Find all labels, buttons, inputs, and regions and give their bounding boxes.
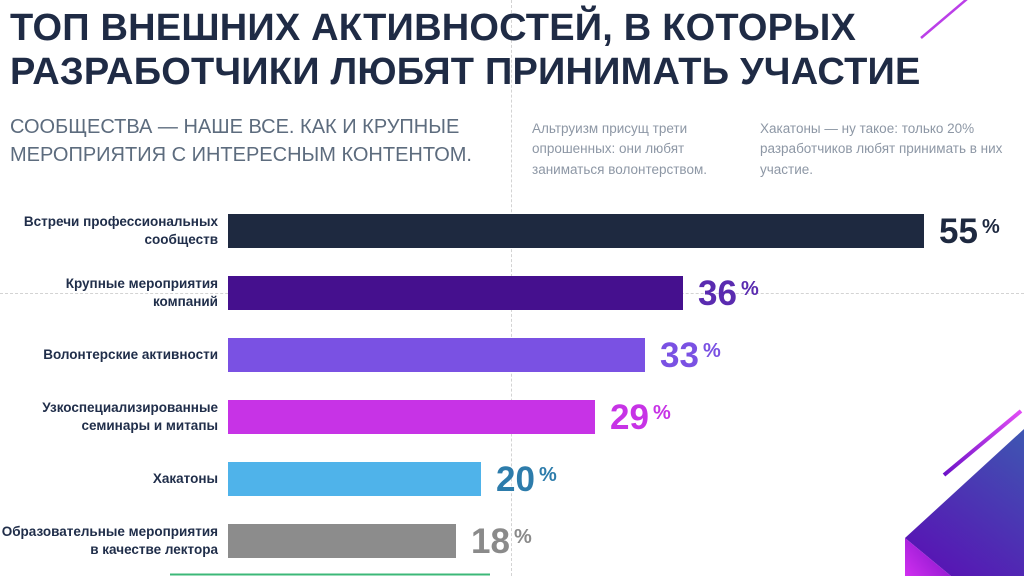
bar-row: Крупные мероприятия компаний 36% — [0, 276, 759, 311]
percent-sign: % — [538, 463, 557, 486]
bar-row: Волонтерские активности 33% — [0, 338, 721, 373]
bar-row: Образовательные мероприятия в качестве л… — [0, 524, 532, 559]
bar-value: 18% — [471, 524, 532, 559]
bar-label: Крупные мероприятия компаний — [65, 276, 218, 309]
bar-label: Встречи профессиональных сообществ — [23, 214, 218, 247]
bar-value-number: 29 — [610, 397, 649, 437]
corner-accent-line — [942, 409, 1023, 477]
bar — [228, 338, 645, 372]
percent-sign: % — [652, 401, 671, 424]
bar-value: 20% — [496, 462, 557, 497]
page-title: ТОП ВНЕШНИХ АКТИВНОСТЕЙ, В КОТОРЫХ РАЗРА… — [10, 7, 921, 94]
bar-row: Встречи профессиональных сообществ 55% — [0, 214, 1000, 249]
bar-value-number: 36 — [698, 273, 737, 313]
annotation-volunteering: Альтруизм присущ трети опрошенных: они л… — [532, 121, 707, 177]
corner-shape-fold — [905, 538, 951, 576]
bar-value-number: 20 — [496, 459, 535, 499]
bar-value-number: 18 — [471, 521, 510, 561]
bar-row: Хакатоны 20% — [0, 462, 557, 497]
bar-value: 36% — [698, 276, 759, 311]
bar-label: Хакатоны — [152, 471, 218, 487]
bar — [228, 400, 595, 434]
bar-label: Узкоспециализированные семинары и митапы — [42, 400, 218, 433]
annotation-hackathons: Хакатоны — ну такое: только 20% разработ… — [760, 121, 1003, 177]
bar-value: 29% — [610, 400, 671, 435]
percent-sign: % — [702, 339, 721, 362]
bar-value: 55% — [939, 214, 1000, 249]
bar — [228, 524, 456, 558]
bar — [228, 276, 683, 310]
bar — [228, 462, 481, 496]
bar-value-number: 55 — [939, 211, 978, 251]
percent-sign: % — [513, 525, 532, 548]
bar-row: Узкоспециализированные семинары и митапы… — [0, 400, 671, 435]
bottom-accent-line — [170, 573, 490, 576]
corner-shape-main — [905, 429, 1024, 576]
bar-label: Образовательные мероприятия в качестве л… — [1, 524, 218, 557]
bar-label: Волонтерские активности — [43, 347, 218, 363]
bar-value: 33% — [660, 338, 721, 373]
percent-sign: % — [981, 215, 1000, 238]
percent-sign: % — [740, 277, 759, 300]
bar-value-number: 33 — [660, 335, 699, 375]
bar — [228, 214, 924, 248]
subtitle: СООБЩЕСТВА — НАШЕ ВСЕ. КАК И КРУПНЫЕ МЕР… — [10, 116, 472, 166]
